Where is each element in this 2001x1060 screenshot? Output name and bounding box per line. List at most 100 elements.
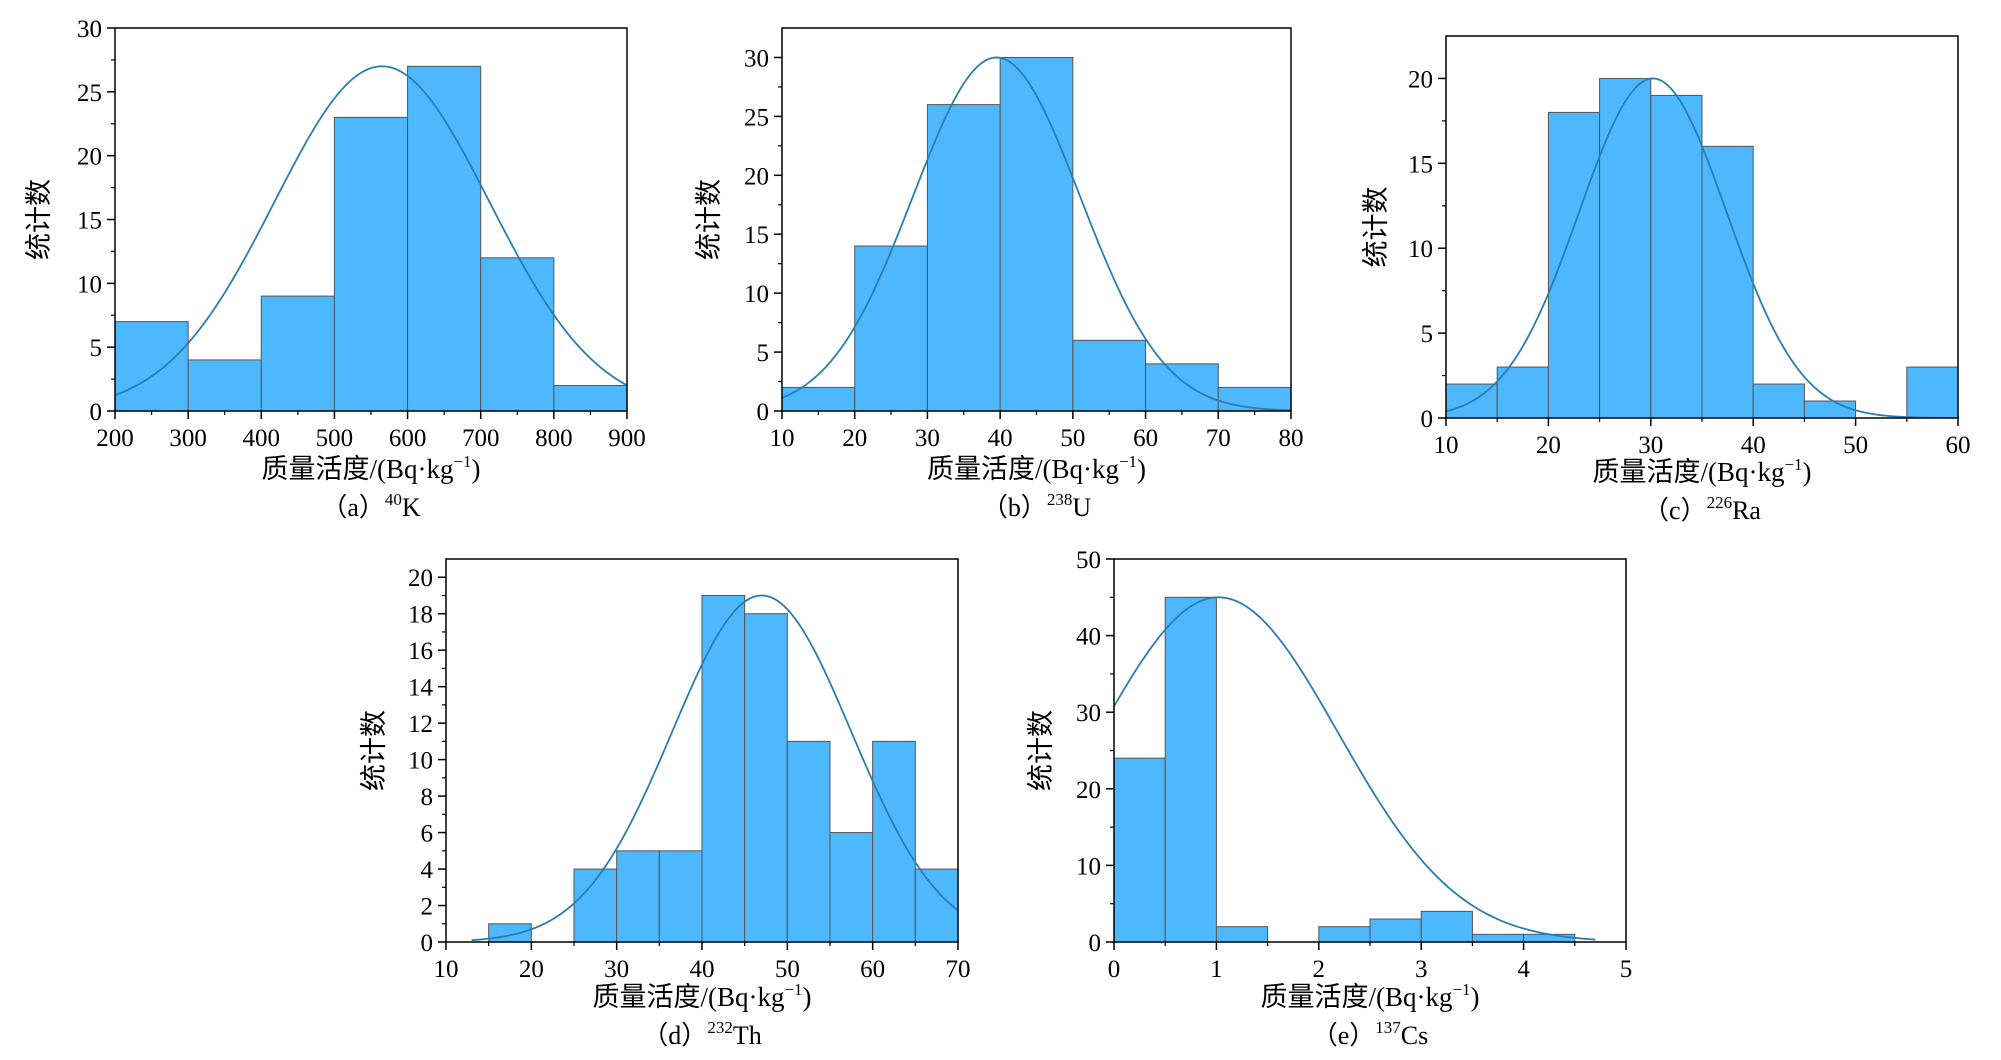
y-tick-label: 0: [757, 399, 770, 426]
y-tick-label: 0: [421, 930, 434, 957]
x-tick-label: 20: [519, 956, 544, 983]
histogram-bar-3: [333, 116, 409, 412]
histogram-bar-5: [1701, 145, 1754, 419]
y-tick-label: 2: [421, 894, 434, 921]
y-tick-label: 10: [408, 748, 433, 775]
y-tick-label: 25: [77, 80, 102, 107]
x-tick-label: 700: [462, 425, 500, 452]
x-tick-label: 0: [1108, 956, 1121, 983]
histogram-bar-10: [872, 740, 916, 943]
x-tick-label: 60: [860, 956, 885, 983]
histogram-bar-9: [829, 832, 874, 943]
histogram-bar-4: [1650, 94, 1703, 419]
y-tick-label: 10: [1076, 853, 1101, 880]
y-axis-label: 统计数: [24, 179, 54, 260]
x-tick-label: 60: [1133, 425, 1158, 452]
x-tick-label: 900: [608, 425, 646, 452]
y-tick-label: 18: [408, 602, 433, 629]
y-tick-label: 16: [408, 638, 433, 665]
x-tick-label: 2: [1313, 956, 1326, 983]
histogram-bar-5: [658, 850, 703, 943]
x-tick-label: 70: [1206, 425, 1231, 452]
y-tick-label: 14: [408, 675, 434, 702]
panel-d-th232: 10 20 30 40 50 60 70 0 2 4 6 8 10 12 14 16 18 20 统计数质量活度/(…: [359, 558, 971, 1050]
x-tick-label: 400: [243, 425, 281, 452]
y-tick-label: 10: [744, 281, 769, 308]
histogram-bar-2: [926, 104, 1001, 412]
y-tick-label: 30: [77, 16, 102, 43]
x-tick-label: 300: [169, 425, 207, 452]
panel-caption: （c）226Ra: [1643, 493, 1761, 525]
panel-e-cs137: 0 1 2 3 4 501020304050统计数质量活度/(Bq·kg−1)（e）137…: [1026, 547, 1632, 1050]
histogram-bar-0: [781, 386, 856, 412]
histogram-bar-8: [1523, 933, 1576, 943]
normal-fit-curve: [471, 594, 958, 942]
histogram-bar-6: [553, 384, 628, 412]
y-tick-label: 30: [744, 45, 769, 72]
histogram-bar-4: [407, 65, 482, 412]
y-tick-label: 5: [1421, 321, 1434, 348]
y-tick-label: 6: [421, 821, 434, 848]
y-tick-label: 20: [77, 144, 102, 171]
histogram-bar-8: [786, 740, 831, 943]
x-tick-label: 800: [535, 425, 573, 452]
x-tick-label: 80: [1279, 425, 1304, 452]
x-tick-label: 50: [775, 956, 800, 983]
histogram-bar-0: [114, 321, 189, 412]
y-tick-label: 4: [421, 857, 434, 884]
normal-fit-curve: [782, 56, 1291, 411]
x-tick-label: 30: [604, 956, 629, 983]
histogram-bar-7: [744, 613, 788, 943]
x-axis-label: 质量活度/(Bq·kg−1): [592, 980, 811, 1012]
histogram-bar-4: [1318, 926, 1371, 943]
histogram-bar-1: [488, 923, 532, 943]
histogram-bar-0: [1113, 757, 1166, 943]
x-tick-label: 4: [1517, 956, 1530, 983]
histogram-bar-5: [1369, 918, 1422, 943]
panel-caption: （b）238U: [982, 490, 1092, 522]
histogram-bar-3: [1599, 77, 1652, 419]
histogram-bar-2: [1215, 926, 1269, 943]
y-tick-label: 5: [90, 335, 103, 362]
x-axis-label: 质量活度/(Bq·kg−1): [927, 452, 1146, 484]
y-tick-label: 20: [744, 163, 769, 190]
histogram-bar-6: [1752, 383, 1805, 419]
histogram-bar-6: [1420, 910, 1473, 943]
x-tick-label: 40: [1741, 432, 1766, 459]
y-tick-label: 5: [757, 340, 770, 367]
y-tick-label: 0: [1089, 930, 1102, 957]
y-axis-label: 统计数: [694, 179, 724, 260]
panel-caption: （a）40K: [321, 490, 421, 522]
x-axis-label: 质量活度/(Bq·kg−1): [1592, 455, 1811, 487]
x-tick-label: 30: [1638, 432, 1663, 459]
x-tick-label: 1: [1210, 956, 1223, 983]
y-tick-label: 20: [1408, 66, 1433, 93]
y-tick-label: 0: [1421, 406, 1434, 433]
panel-a-k40: 200 300 400 500 600 700 800 900 0 5 10 15 20 25 30 统计数质…: [24, 16, 646, 522]
normal-fit-curve: [115, 65, 627, 397]
y-tick-label: 50: [1076, 547, 1101, 574]
histogram-bar-4: [1072, 339, 1147, 412]
histogram-bar-1: [1164, 596, 1217, 943]
y-tick-label: 15: [744, 222, 769, 249]
x-tick-label: 10: [770, 425, 795, 452]
x-tick-label: 60: [1946, 432, 1971, 459]
histogram-bar-5: [1145, 363, 1219, 412]
x-tick-label: 40: [988, 425, 1013, 452]
x-tick-label: 30: [915, 425, 940, 452]
normal-fit-curve: [1114, 596, 1596, 941]
histogram-bar-1: [187, 359, 262, 412]
x-tick-label: 40: [690, 956, 715, 983]
x-tick-label: 500: [316, 425, 354, 452]
x-tick-label: 70: [946, 956, 971, 983]
histogram-bar-9: [1906, 366, 1959, 419]
histogram-bar-1: [854, 245, 928, 412]
histogram-bar-7: [1803, 400, 1857, 419]
histogram-bar-2: [1547, 111, 1601, 419]
x-axis-label: 质量活度/(Bq·kg−1): [261, 452, 480, 484]
histogram-bar-3: [999, 56, 1074, 412]
y-axis-label: 统计数: [1026, 710, 1056, 791]
y-axis-label: 统计数: [1361, 187, 1391, 268]
